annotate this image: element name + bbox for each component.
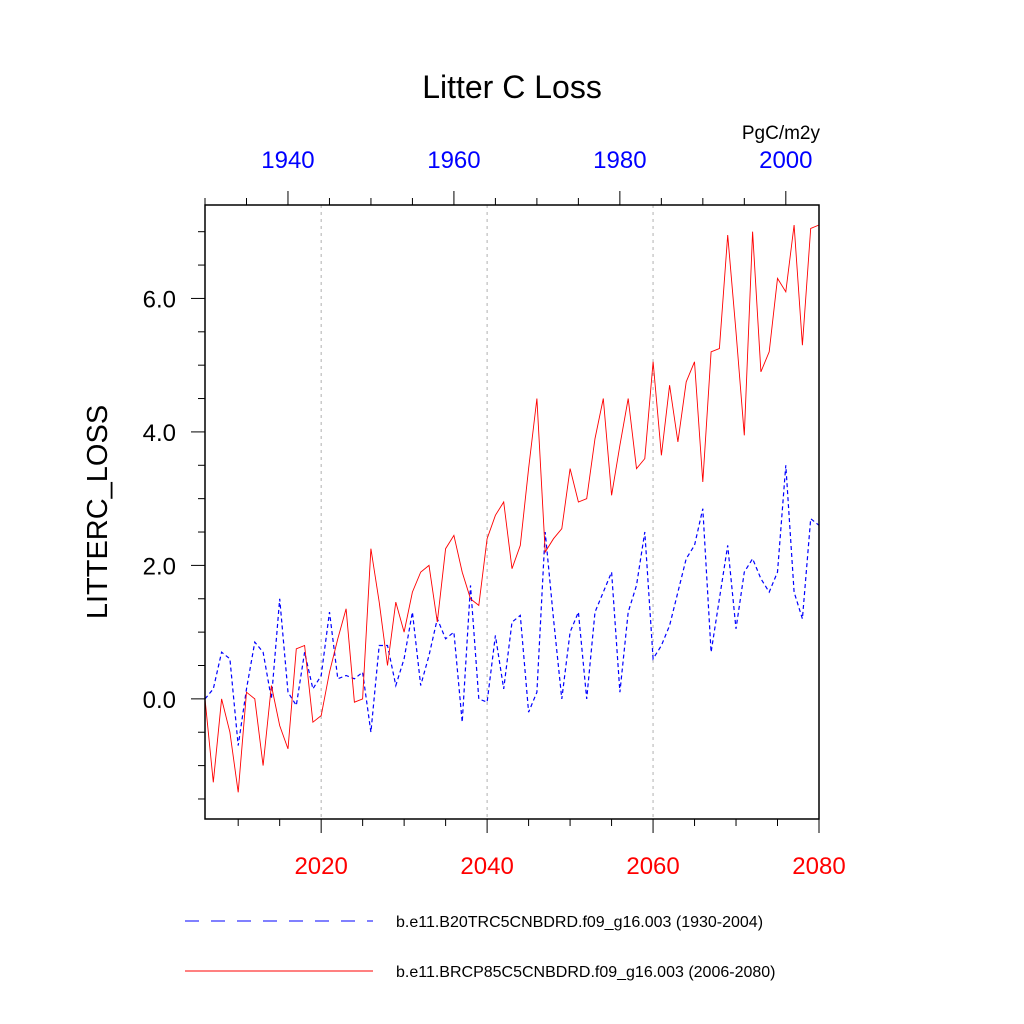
series-lines: [204, 224, 820, 793]
series-line-1: [204, 224, 820, 793]
bottom-x-tick-label: 2040: [460, 853, 513, 880]
y-tick-label: 2.0: [143, 553, 176, 580]
y-tick-label: 4.0: [143, 420, 176, 447]
legend-label-rcp85: b.e11.BRCP85C5CNBDRD.f09_g16.003 (2006-2…: [396, 964, 775, 981]
legend-label-historical: b.e11.B20TRC5CNBDRD.f09_g16.003 (1930-20…: [396, 914, 763, 931]
bottom-x-tick-label: 2060: [626, 853, 679, 880]
y-axis-label: LITTERC_LOSS: [82, 405, 114, 619]
chart-title: Litter C Loss: [422, 69, 602, 105]
series-line-0: [204, 465, 820, 746]
y-tick-labels: 0.0 2.0 4.0 6.0: [143, 286, 176, 713]
top-x-tick-labels: 1940 1960 1980 2000: [261, 147, 812, 174]
bottom-x-tick-label: 2080: [792, 853, 845, 880]
plot-frame: [204, 204, 820, 820]
legend: b.e11.B20TRC5CNBDRD.f09_g16.003 (1930-20…: [185, 914, 775, 981]
top-x-tick-label: 1940: [261, 147, 314, 174]
vertical-grid: [320, 205, 654, 819]
bottom-x-tick-labels: 2020 2040 2060 2080: [294, 853, 845, 880]
units-label: PgC/m2y: [742, 123, 821, 144]
y-tick-label: 6.0: [143, 286, 176, 313]
top-x-tick-label: 1960: [427, 147, 480, 174]
axis-ticks: [191, 191, 820, 833]
top-x-tick-label: 2000: [759, 147, 812, 174]
bottom-x-tick-label: 2020: [294, 853, 347, 880]
y-tick-label: 0.0: [143, 687, 176, 714]
top-x-tick-label: 1980: [593, 147, 646, 174]
